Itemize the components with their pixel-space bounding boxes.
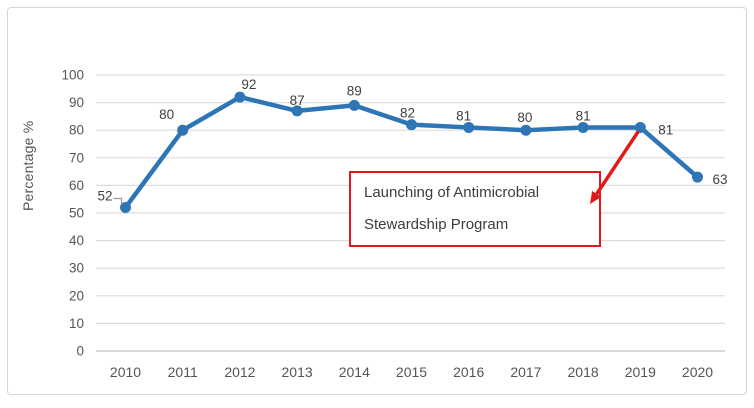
annotation-box: Launching of Antimicrobial Stewardship P… [349, 171, 601, 247]
y-tick-label: 50 [69, 206, 84, 221]
data-point-label: 52 [97, 188, 112, 203]
x-tick-label: 2017 [510, 364, 541, 380]
data-point-label: 87 [290, 93, 305, 108]
data-point-label: 63 [713, 172, 728, 187]
y-tick-label: 30 [69, 261, 84, 276]
data-point-marker [348, 99, 360, 111]
data-point-marker [120, 201, 131, 213]
data-point-marker [520, 124, 532, 136]
y-tick-label: 90 [69, 95, 84, 110]
data-point-label: 81 [658, 122, 673, 137]
data-point-label: 92 [241, 77, 256, 92]
y-tick-label: 80 [69, 123, 84, 138]
data-point-label: 81 [576, 108, 591, 123]
y-tick-label: 0 [76, 344, 84, 359]
x-tick-label: 2016 [453, 364, 484, 380]
x-tick-label: 2015 [396, 364, 427, 380]
y-tick-label: 10 [69, 316, 84, 331]
data-point-marker [634, 121, 646, 133]
y-tick-label: 20 [69, 288, 84, 303]
y-tick-label: 60 [69, 178, 84, 193]
data-point-marker [234, 91, 246, 103]
x-tick-label: 2013 [282, 364, 313, 380]
data-point-label: 82 [400, 106, 415, 121]
y-tick-label: 100 [61, 68, 84, 83]
x-tick-label: 2012 [224, 364, 255, 380]
data-point-label: 81 [456, 108, 471, 123]
data-point-marker [291, 105, 303, 117]
data-point-label: 89 [347, 83, 362, 98]
data-point-marker [692, 171, 703, 183]
data-point-marker [406, 119, 417, 131]
data-point-marker [577, 121, 589, 133]
data-point-marker [463, 121, 475, 133]
x-tick-label: 2018 [568, 364, 599, 380]
x-tick-label: 2019 [625, 364, 656, 380]
data-point-marker [177, 124, 189, 136]
y-tick-label: 70 [69, 150, 84, 165]
annotation-line-2: Stewardship Program [364, 216, 509, 233]
x-tick-label: 2011 [168, 364, 198, 380]
annotation-line-1: Launching of Antimicrobial [364, 184, 540, 201]
data-label-leader [113, 197, 123, 205]
x-tick-label: 2020 [682, 364, 713, 380]
x-tick-label: 2014 [339, 364, 370, 380]
data-point-label: 80 [159, 107, 174, 122]
data-point-label: 80 [517, 110, 532, 125]
y-tick-label: 40 [69, 233, 84, 248]
x-tick-label: 2010 [110, 364, 141, 380]
